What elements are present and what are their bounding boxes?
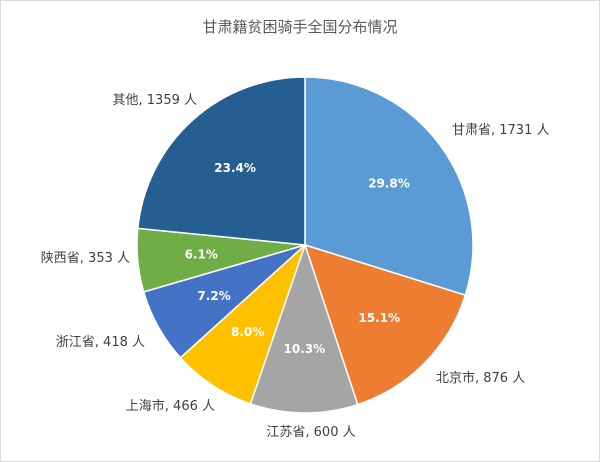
slice-percent-label-1: 15.1% (358, 311, 400, 325)
slice-percent-label-0: 29.8% (368, 176, 410, 190)
slice-percent-label-2: 10.3% (284, 342, 326, 356)
pie-slice-0 (304, 76, 474, 297)
slice-category-label-0: 甘肃省, 1731 人 (452, 123, 549, 138)
pie-slice-6 (137, 76, 306, 246)
slice-percent-label-6: 23.4% (214, 161, 256, 175)
slice-category-label-3: 上海市, 466 人 (126, 398, 215, 414)
slice-percent-label-5: 6.1% (185, 248, 218, 262)
pie-slice-2 (249, 242, 359, 414)
slice-category-label-4: 浙江省, 418 人 (56, 335, 145, 350)
slice-category-label-2: 江苏省, 600 人 (266, 424, 355, 440)
chart-title: 甘肃籍贫困骑手全国分布情况 (202, 18, 398, 36)
slice-percent-label-4: 7.2% (197, 289, 230, 303)
slice-category-label-5: 陕西省, 353 人 (41, 251, 130, 266)
slice-category-label-1: 北京市, 876 人 (436, 370, 525, 386)
slice-category-label-6: 其他, 1359 人 (113, 93, 197, 108)
slice-percent-label-3: 8.0% (231, 325, 264, 339)
